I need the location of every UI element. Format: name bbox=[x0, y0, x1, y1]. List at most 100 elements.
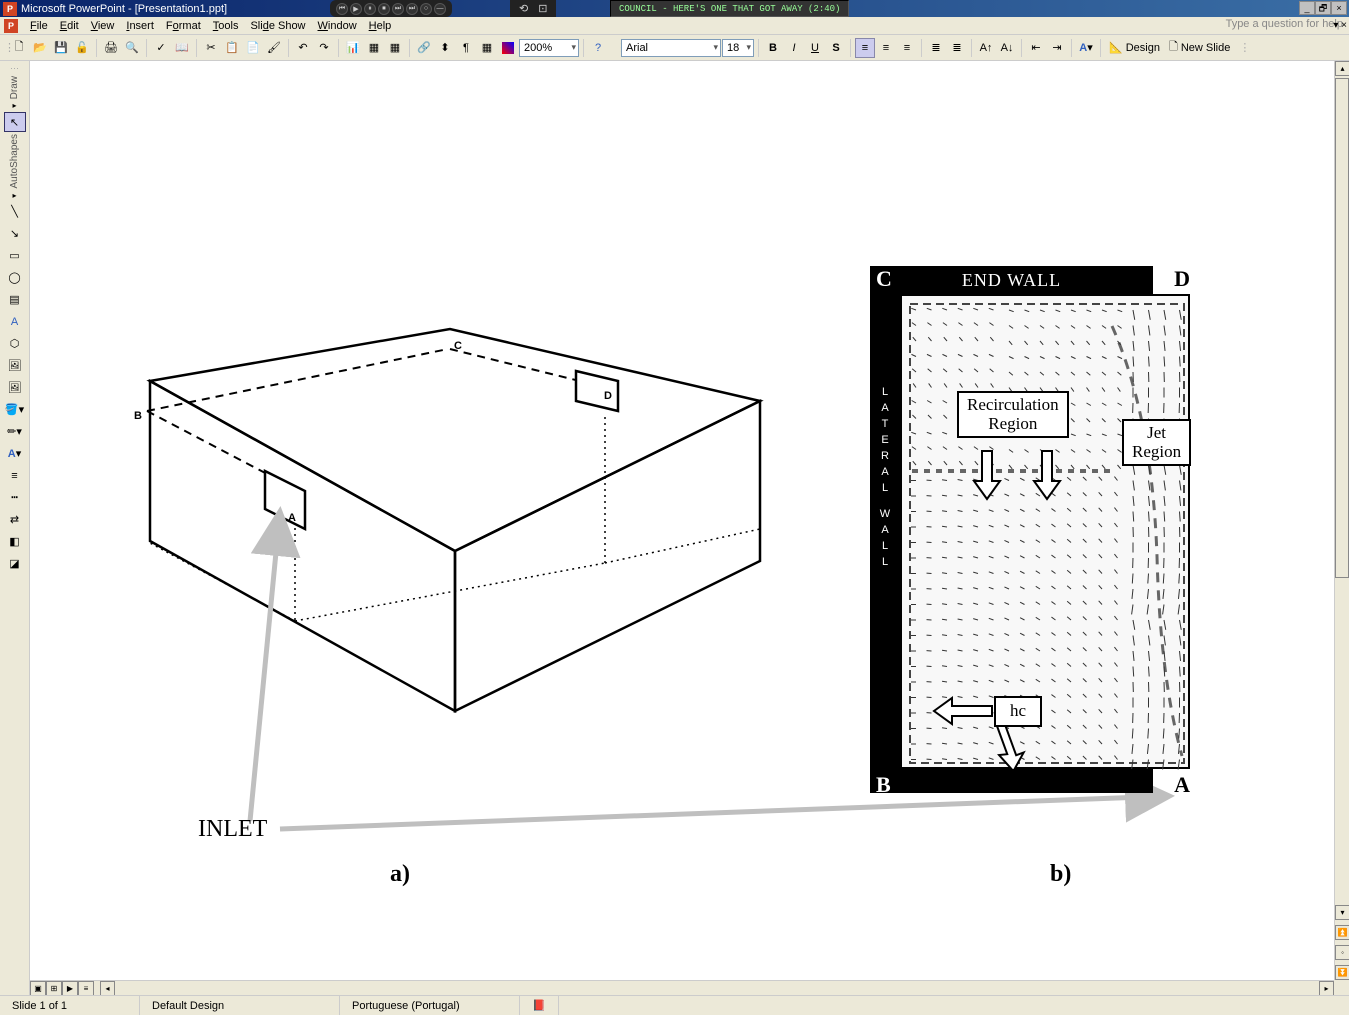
view-buttons[interactable]: ▣ ⊞ ▶ ≡ bbox=[30, 981, 100, 995]
vertical-scrollbar[interactable]: ▴ ▾ ⏫ ◦ ⏬ bbox=[1334, 61, 1349, 980]
taskbar-item[interactable]: COUNCIL - HERE'S ONE THAT GOT AWAY (2:40… bbox=[610, 0, 849, 17]
arrow-style-tool[interactable]: ⇄ bbox=[4, 510, 26, 530]
font-color-button[interactable]: A▾ bbox=[1076, 38, 1096, 58]
notes-view-button[interactable]: ≡ bbox=[78, 981, 94, 996]
menu-insert[interactable]: Insert bbox=[120, 20, 160, 32]
print-button[interactable]: 🖨 bbox=[101, 38, 121, 58]
menu-slideshow[interactable]: Slide Show bbox=[244, 20, 311, 32]
slideshow-view-button[interactable]: ▶ bbox=[62, 981, 78, 996]
spellcheck-button[interactable]: ✓ bbox=[151, 38, 171, 58]
italic-button[interactable]: I bbox=[784, 38, 804, 58]
font-combo[interactable]: Arial bbox=[621, 39, 721, 57]
scroll-right-button[interactable]: ▸ bbox=[1319, 981, 1334, 996]
save-button[interactable]: 💾 bbox=[51, 38, 71, 58]
media-controls[interactable]: ⏮▶⏸⏹⏭⏭○— bbox=[330, 0, 452, 17]
prev-slide-button[interactable]: ⏫ bbox=[1335, 925, 1349, 940]
bold-button[interactable]: B bbox=[763, 38, 783, 58]
new-button[interactable]: 🗋 bbox=[9, 38, 29, 58]
permission-button[interactable]: 🔓 bbox=[72, 38, 92, 58]
fontsize-combo[interactable]: 18 bbox=[722, 39, 754, 57]
help-search[interactable]: Type a question for help bbox=[1183, 18, 1343, 30]
zoom-combo[interactable]: 200% bbox=[519, 39, 579, 57]
decrease-indent-button[interactable]: ⇤ bbox=[1026, 38, 1046, 58]
cut-button[interactable]: ✂ bbox=[201, 38, 221, 58]
color-button[interactable] bbox=[498, 38, 518, 58]
hscroll-track[interactable] bbox=[115, 981, 1319, 995]
sorter-view-button[interactable]: ⊞ bbox=[46, 981, 62, 996]
help-button[interactable]: ? bbox=[588, 38, 608, 58]
scroll-down-button[interactable]: ▾ bbox=[1335, 905, 1349, 920]
line-tool[interactable]: ╲ bbox=[4, 202, 26, 222]
show-formatting-button[interactable]: ¶ bbox=[456, 38, 476, 58]
align-right-button[interactable]: ≡ bbox=[897, 38, 917, 58]
menu-help[interactable]: Help bbox=[363, 20, 398, 32]
menu-tools[interactable]: Tools bbox=[207, 20, 245, 32]
new-slide-button[interactable]: 🗋New Slide bbox=[1165, 38, 1234, 58]
3d-tool[interactable]: ◪ bbox=[4, 554, 26, 574]
close-button[interactable]: × bbox=[1331, 1, 1347, 15]
corner-b: B bbox=[876, 772, 891, 798]
align-center-button[interactable]: ≡ bbox=[876, 38, 896, 58]
next-slide-button[interactable]: ⏬ bbox=[1335, 965, 1349, 980]
slide-canvas[interactable]: A B C D INLET a) b) END WALL LAT bbox=[30, 61, 1334, 980]
browse-button[interactable]: ◦ bbox=[1335, 945, 1349, 960]
menubar-dropdown[interactable]: ▾ × bbox=[1333, 20, 1347, 31]
slide-indicator: Slide 1 of 1 bbox=[0, 996, 140, 1015]
open-button[interactable]: 📂 bbox=[30, 38, 50, 58]
menu-file[interactable]: File bbox=[24, 20, 54, 32]
menu-format[interactable]: Format bbox=[160, 20, 207, 32]
restore-button[interactable]: 🗗 bbox=[1315, 1, 1331, 15]
paste-button[interactable]: 📄 bbox=[243, 38, 263, 58]
fill-color-tool[interactable]: 🪣▾ bbox=[4, 400, 26, 420]
design-button[interactable]: 📐Design bbox=[1105, 38, 1164, 58]
scroll-left-button[interactable]: ◂ bbox=[100, 981, 115, 996]
dash-style-tool[interactable]: ┅ bbox=[4, 488, 26, 508]
draw-label[interactable]: Draw bbox=[9, 76, 20, 99]
scroll-up-button[interactable]: ▴ bbox=[1335, 61, 1349, 76]
increase-font-button[interactable]: A↑ bbox=[976, 38, 996, 58]
select-tool[interactable]: ↖ bbox=[4, 112, 26, 132]
copy-button[interactable]: 📋 bbox=[222, 38, 242, 58]
menu-edit[interactable]: Edit bbox=[54, 20, 85, 32]
picture-tool[interactable]: 🖼 bbox=[4, 378, 26, 398]
wordart-tool[interactable]: A bbox=[4, 312, 26, 332]
shadow-button[interactable]: S bbox=[826, 38, 846, 58]
undo-button[interactable]: ↶ bbox=[293, 38, 313, 58]
normal-view-button[interactable]: ▣ bbox=[30, 981, 46, 996]
shadow-tool[interactable]: ◧ bbox=[4, 532, 26, 552]
decrease-font-button[interactable]: A↓ bbox=[997, 38, 1017, 58]
hyperlink-button[interactable]: 🔗 bbox=[414, 38, 434, 58]
rectangle-tool[interactable]: ▭ bbox=[4, 246, 26, 266]
increase-indent-button[interactable]: ⇥ bbox=[1047, 38, 1067, 58]
chart-button[interactable]: 📊 bbox=[343, 38, 363, 58]
autoshapes-label[interactable]: AutoShapes bbox=[9, 134, 20, 189]
align-left-button[interactable]: ≡ bbox=[855, 38, 875, 58]
line-color-tool[interactable]: ✏▾ bbox=[4, 422, 26, 442]
table-button[interactable]: ▦ bbox=[364, 38, 384, 58]
tables-borders-button[interactable]: ▦ bbox=[385, 38, 405, 58]
bullets-button[interactable]: ≣ bbox=[947, 38, 967, 58]
horizontal-scrollbar[interactable]: ▣ ⊞ ▶ ≡ ◂ ▸ bbox=[30, 980, 1334, 995]
redo-button[interactable]: ↷ bbox=[314, 38, 334, 58]
format-painter-button[interactable]: 🖌 bbox=[264, 38, 284, 58]
textbox-tool[interactable]: ▤ bbox=[4, 290, 26, 310]
line-style-tool[interactable]: ≡ bbox=[4, 466, 26, 486]
research-button[interactable]: 📖 bbox=[172, 38, 192, 58]
font-color-tool[interactable]: A▾ bbox=[4, 444, 26, 464]
oval-tool[interactable]: ◯ bbox=[4, 268, 26, 288]
expand-button[interactable]: ⬍ bbox=[435, 38, 455, 58]
window-buttons[interactable]: _ 🗗 × bbox=[1299, 1, 1347, 15]
arrow-tool[interactable]: ↘ bbox=[4, 224, 26, 244]
template-indicator: Default Design bbox=[140, 996, 340, 1015]
minimize-button[interactable]: _ bbox=[1299, 1, 1315, 15]
grid-button[interactable]: ▦ bbox=[477, 38, 497, 58]
clipart-tool[interactable]: 🖼 bbox=[4, 356, 26, 376]
numbering-button[interactable]: ≣ bbox=[926, 38, 946, 58]
scroll-thumb[interactable] bbox=[1335, 78, 1349, 578]
media-controls-2[interactable]: ⟲ ⊡ bbox=[510, 0, 556, 17]
diagram-tool[interactable]: ⬡ bbox=[4, 334, 26, 354]
preview-button[interactable]: 🔍 bbox=[122, 38, 142, 58]
menu-window[interactable]: Window bbox=[312, 20, 363, 32]
underline-button[interactable]: U bbox=[805, 38, 825, 58]
menu-view[interactable]: View bbox=[85, 20, 121, 32]
